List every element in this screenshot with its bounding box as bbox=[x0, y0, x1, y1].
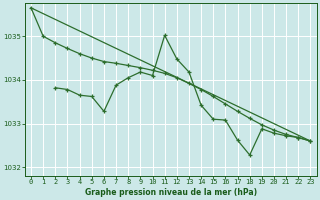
X-axis label: Graphe pression niveau de la mer (hPa): Graphe pression niveau de la mer (hPa) bbox=[85, 188, 257, 197]
